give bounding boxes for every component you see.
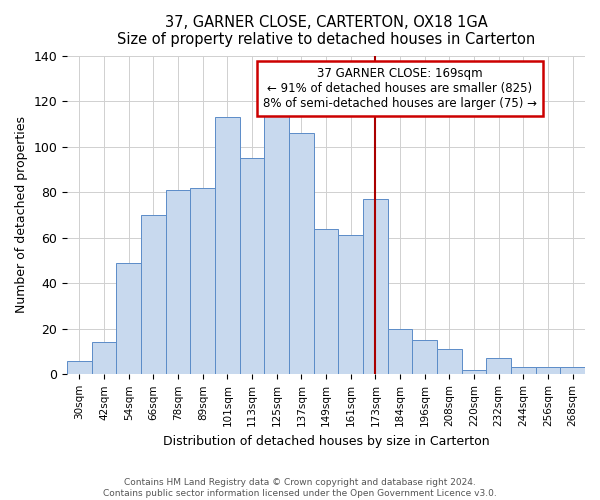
Bar [190,188,215,374]
Bar [487,358,511,374]
Bar [116,262,141,374]
Title: 37, GARNER CLOSE, CARTERTON, OX18 1GA
Size of property relative to detached hous: 37, GARNER CLOSE, CARTERTON, OX18 1GA Si… [117,15,535,48]
Bar [536,368,560,374]
Bar [511,368,536,374]
Bar [388,329,412,374]
Bar [92,342,116,374]
Bar [338,236,363,374]
Bar [265,110,289,374]
Bar [560,368,585,374]
Text: Contains HM Land Registry data © Crown copyright and database right 2024.
Contai: Contains HM Land Registry data © Crown c… [103,478,497,498]
Bar [437,350,462,374]
Bar [166,190,190,374]
Bar [412,340,437,374]
Bar [67,360,92,374]
Bar [215,117,240,374]
Bar [141,215,166,374]
Bar [462,370,487,374]
Text: 37 GARNER CLOSE: 169sqm
← 91% of detached houses are smaller (825)
8% of semi-de: 37 GARNER CLOSE: 169sqm ← 91% of detache… [263,67,537,110]
Bar [240,158,265,374]
Bar [363,199,388,374]
Y-axis label: Number of detached properties: Number of detached properties [15,116,28,314]
Bar [314,228,338,374]
Bar [289,133,314,374]
X-axis label: Distribution of detached houses by size in Carterton: Distribution of detached houses by size … [163,434,490,448]
